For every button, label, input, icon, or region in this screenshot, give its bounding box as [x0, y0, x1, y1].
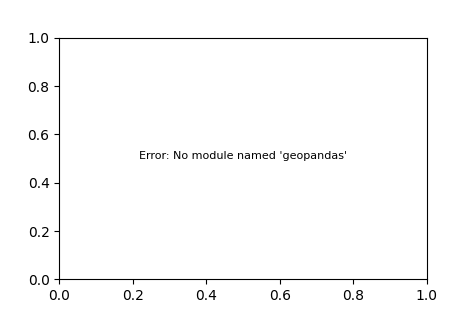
- Text: Error: No module named 'geopandas': Error: No module named 'geopandas': [139, 151, 347, 160]
